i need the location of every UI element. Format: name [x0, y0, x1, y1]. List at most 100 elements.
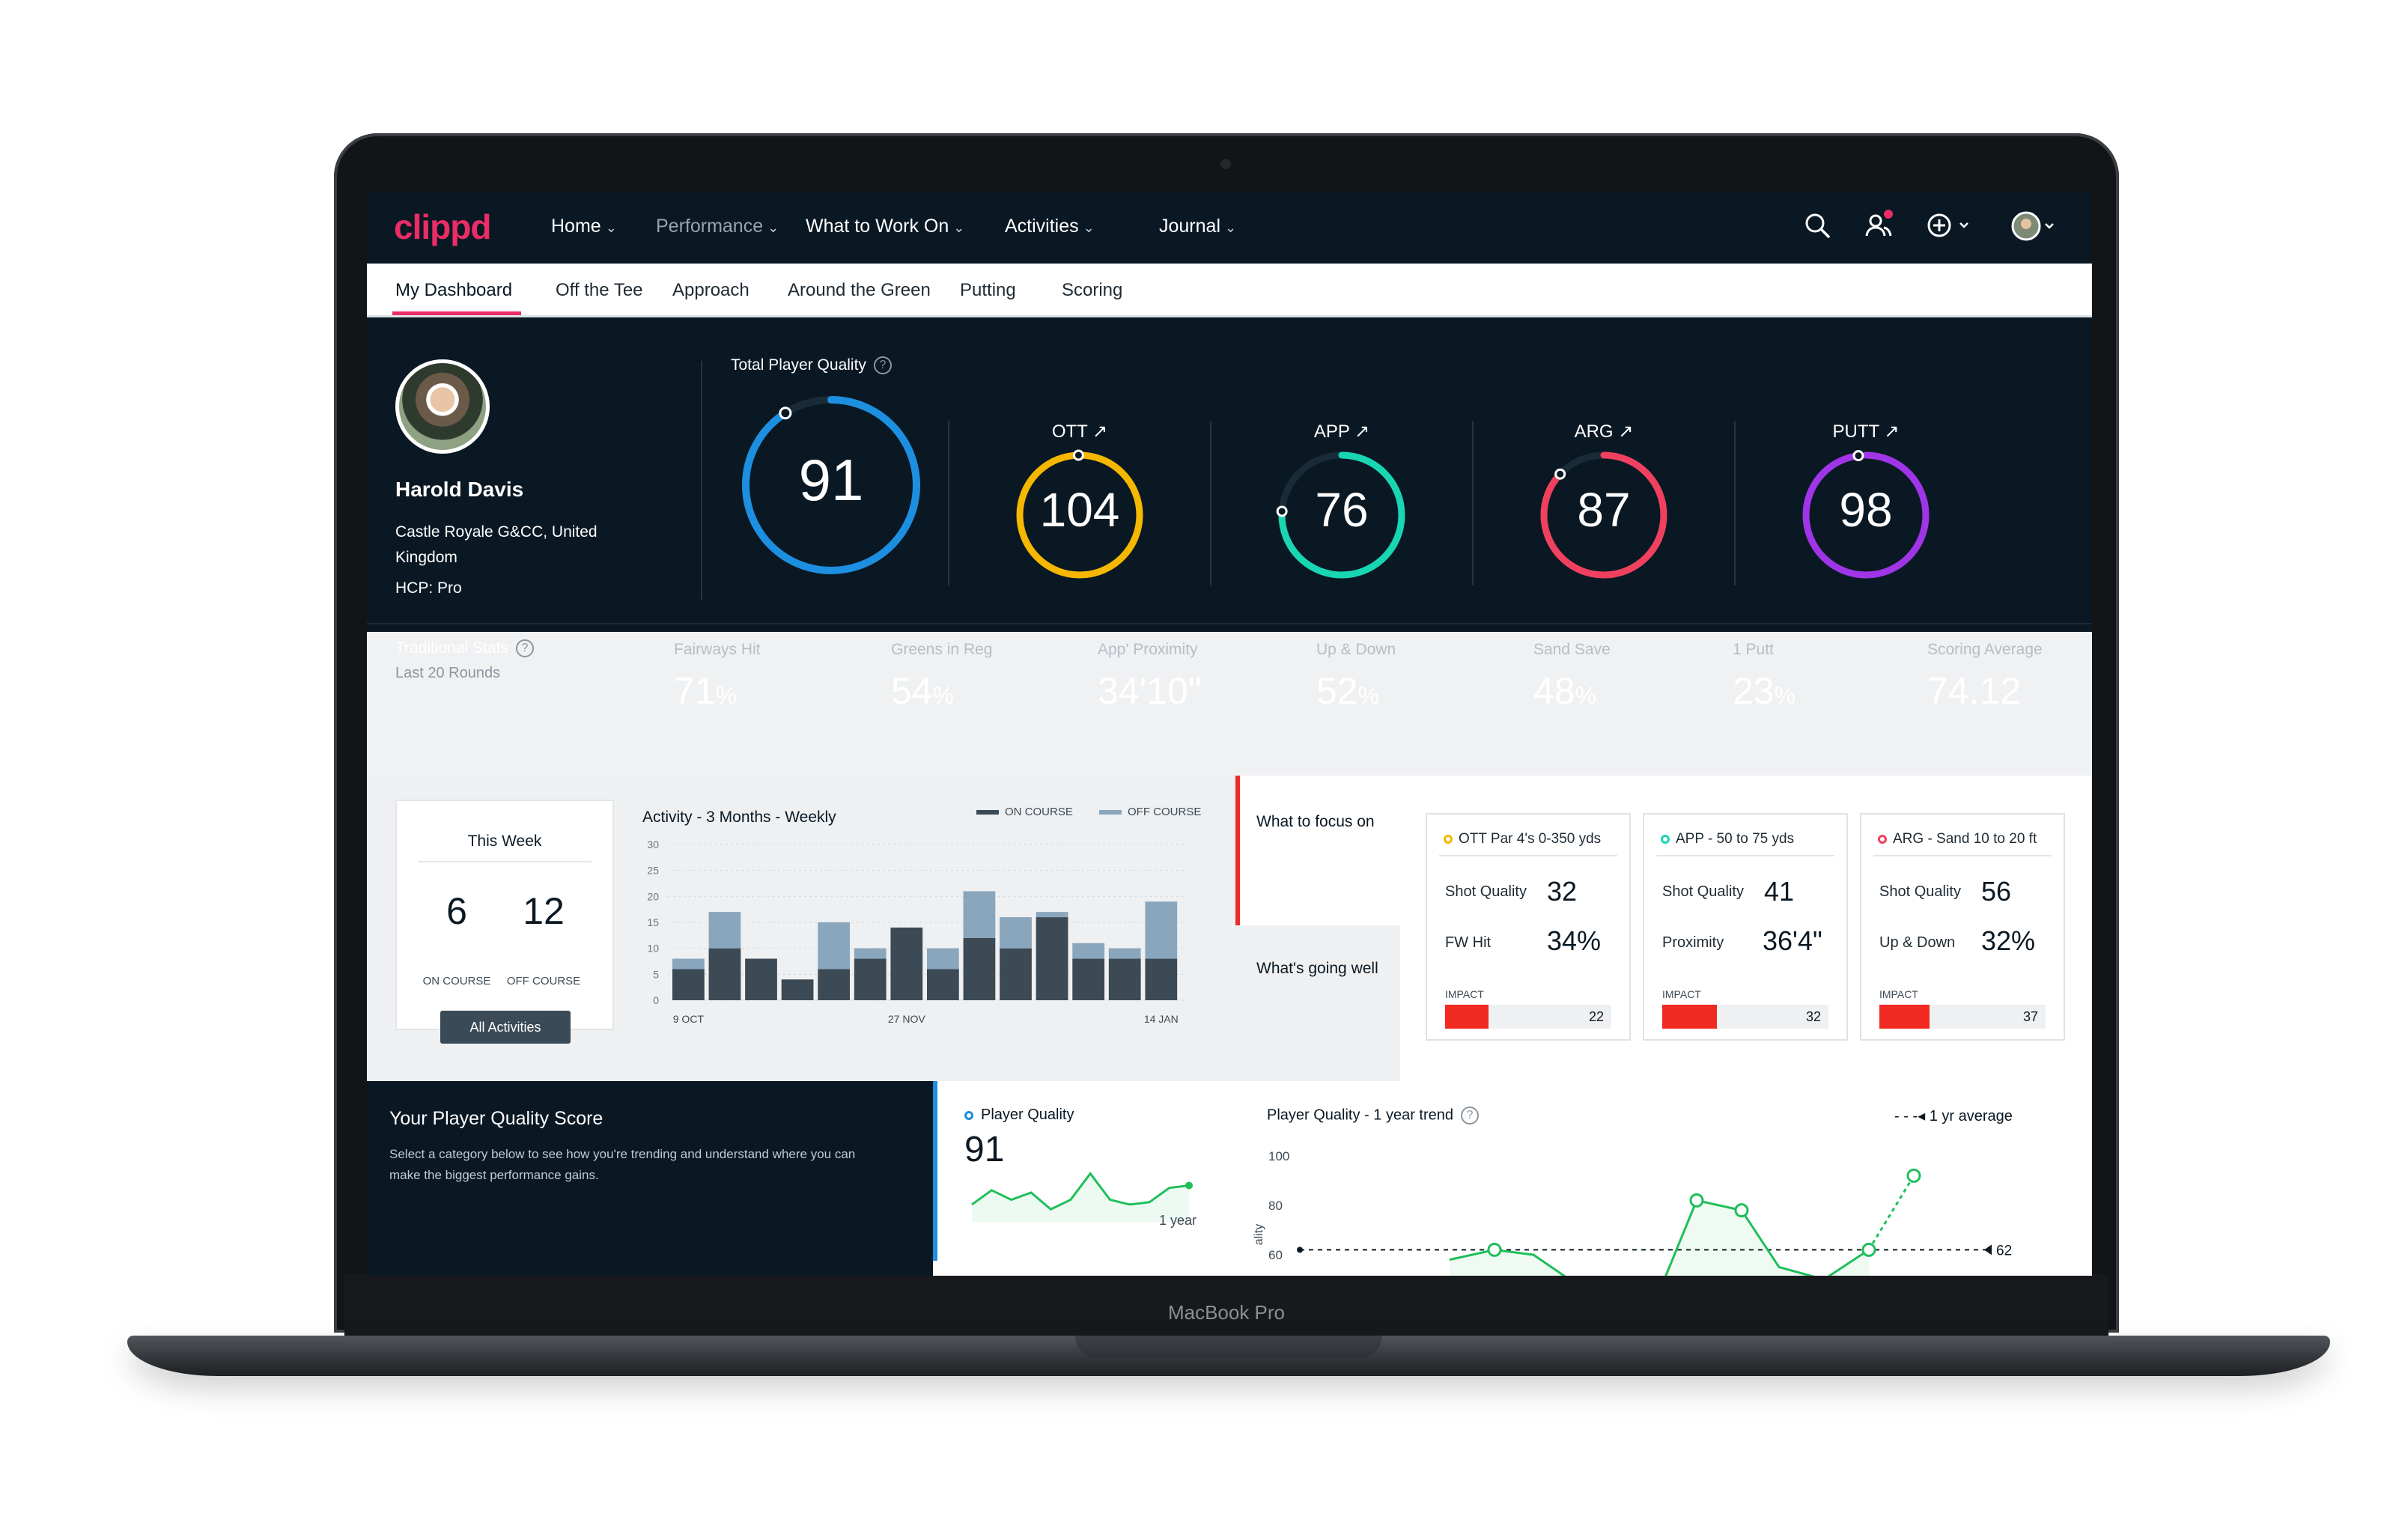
- ott-gauge[interactable]: 104: [1014, 449, 1146, 581]
- bar-on-course: [1036, 917, 1068, 1000]
- stat-unit: %: [932, 682, 955, 709]
- chart-title: Activity - 3 Months - Weekly: [642, 809, 836, 826]
- average-value: 62: [1996, 1243, 2012, 1259]
- sparkline-area: [972, 1173, 1189, 1222]
- nav-activities[interactable]: Activities ⌄: [1005, 216, 1095, 237]
- stat-number: 54: [891, 670, 933, 712]
- legend-swatch: [976, 810, 999, 815]
- putt-label: PUTT ↗: [1832, 421, 1900, 442]
- users-icon[interactable]: [1864, 210, 1894, 243]
- putt-gauge[interactable]: 98: [1800, 449, 1932, 581]
- legend-off-course[interactable]: OFF COURSE: [1099, 806, 1201, 818]
- focus-card[interactable]: ARG - Sand 10 to 20 ft Shot Quality 56 U…: [1861, 815, 2064, 1039]
- stat-unit: %: [715, 682, 738, 709]
- focus-card-title-text: OTT Par 4's 0-350 yds: [1459, 831, 1602, 847]
- pq-trend-chart: Player Quality - 1 year trend? - - -◂ 1 …: [1240, 1081, 2092, 1276]
- pq-mini-label: Player Quality: [964, 1107, 1074, 1124]
- app-gauge[interactable]: 76: [1276, 449, 1408, 581]
- this-week-card: This Week 6 12 ON COURSE OFF COURSE All …: [397, 801, 612, 1044]
- focus-card[interactable]: APP - 50 to 75 yds Shot Quality 41 Proxi…: [1644, 815, 1846, 1039]
- metric-label: Up & Down: [1879, 934, 1956, 951]
- focus-tab-label: What to focus on: [1256, 813, 1375, 830]
- tab-off-the-tee[interactable]: Off the Tee: [556, 280, 643, 300]
- putt-value: 98: [1839, 483, 1893, 537]
- stat-label: App' Proximity: [1098, 641, 1198, 658]
- divider: [1734, 421, 1736, 585]
- stat-number: 74.12: [1927, 670, 2022, 712]
- stat-value: 54%: [891, 669, 954, 713]
- search-icon[interactable]: [1803, 211, 1831, 243]
- user-avatar[interactable]: [2011, 211, 2065, 246]
- total-quality-gauge[interactable]: 91: [738, 392, 924, 578]
- sparkline-end-dot: [1185, 1181, 1193, 1190]
- top-nav: clippd Home ⌄ Performance ⌄ What to Work O…: [367, 192, 2092, 264]
- nav-performance-label: Performance: [656, 216, 764, 237]
- divider: [1873, 855, 2052, 856]
- focus-card[interactable]: OTT Par 4's 0-350 yds Shot Quality 32 FW…: [1427, 815, 1629, 1039]
- tab-whats-going-well[interactable]: What's going well: [1235, 925, 1400, 1081]
- stat-unit: %: [1774, 682, 1796, 709]
- chevron-down-icon: ⌄: [1225, 220, 1237, 235]
- divider: [1472, 421, 1474, 585]
- chevron-down-icon: ⌄: [767, 220, 779, 235]
- bar-on-course: [708, 948, 741, 1000]
- gauge-ring: [1802, 450, 1930, 579]
- all-activities-button[interactable]: All Activities: [440, 1011, 571, 1044]
- tab-what-to-focus-on[interactable]: What to focus on: [1235, 776, 1400, 925]
- y-tick-label: 15: [647, 916, 659, 928]
- legend-label: ON COURSE: [1005, 806, 1073, 818]
- pq-trend-svg: 100 80 60 62: [1268, 1149, 2012, 1276]
- help-icon[interactable]: ?: [515, 639, 534, 658]
- y-tick-label: 30: [647, 839, 659, 850]
- trend-area: [1450, 1200, 1869, 1276]
- nav-journal[interactable]: Journal ⌄: [1159, 216, 1236, 237]
- clippd-logo[interactable]: clippd: [394, 207, 491, 246]
- help-icon[interactable]: ?: [873, 356, 892, 375]
- stat-number: 52: [1316, 670, 1358, 712]
- help-icon[interactable]: ?: [1461, 1107, 1479, 1124]
- total-quality-value: 91: [798, 447, 864, 513]
- tab-around-the-green[interactable]: Around the Green: [788, 280, 931, 300]
- divider: [1656, 855, 1834, 856]
- device-label: MacBook Pro: [1167, 1301, 1286, 1324]
- bar-on-course: [745, 958, 777, 1000]
- activity-bars: 0 5 10 15 20 25 30 9 OCT 27 NOV 14 JAN: [647, 839, 1185, 1025]
- arg-gauge[interactable]: 87: [1538, 449, 1670, 581]
- average-start-dot: [1297, 1247, 1303, 1253]
- tab-my-dashboard[interactable]: My Dashboard: [395, 280, 513, 300]
- tab-putting[interactable]: Putting: [960, 280, 1016, 300]
- legend-on-course[interactable]: ON COURSE: [976, 806, 1073, 818]
- activity-chart: Activity - 3 Months - Weekly ON COURSE O…: [629, 794, 1214, 1063]
- legend-swatch: [1099, 810, 1122, 815]
- ott-label: OTT ↗: [1051, 421, 1108, 442]
- bar-on-course: [1000, 948, 1032, 1000]
- metric-label: Shot Quality: [1662, 883, 1744, 900]
- impact-fill: [1662, 1005, 1718, 1029]
- add-circle-icon[interactable]: [1926, 211, 1978, 243]
- bar-on-course: [854, 958, 887, 1000]
- bar-off-course: [818, 922, 851, 970]
- off-course-count: 12: [523, 890, 565, 932]
- nav-what-to-work-on[interactable]: What to Work On ⌄: [806, 216, 964, 237]
- pq-mini-period: 1 year: [1159, 1213, 1197, 1228]
- impact-bar: 22: [1445, 1005, 1611, 1029]
- nav-home[interactable]: Home ⌄: [551, 216, 617, 237]
- player-club: Castle Royale G&CC, United Kingdom: [395, 523, 598, 566]
- tab-approach[interactable]: Approach: [672, 280, 749, 300]
- bar-on-course: [1145, 958, 1178, 1000]
- y-tick-label: 60: [1268, 1248, 1283, 1262]
- nav-performance[interactable]: Performance ⌄: [656, 216, 779, 237]
- activity-section: This Week 6 12 ON COURSE OFF COURSE All …: [367, 776, 2092, 1081]
- pq-mini-card[interactable]: Player Quality 91 1 year: [933, 1081, 1240, 1261]
- nav-journal-label: Journal: [1159, 216, 1220, 237]
- ott-value: 104: [1039, 483, 1120, 537]
- tab-scoring[interactable]: Scoring: [1062, 280, 1123, 300]
- stat-unit: %: [1357, 682, 1380, 709]
- divider: [701, 361, 702, 600]
- bar-on-course: [1108, 958, 1141, 1000]
- stat-value: 74.12: [1927, 669, 2021, 713]
- stat-value: 23%: [1733, 669, 1796, 713]
- pq-description: Select a category below to see how you'r…: [389, 1147, 856, 1182]
- y-tick-label: 10: [647, 943, 659, 955]
- stat-label: Scoring Average: [1927, 641, 2043, 658]
